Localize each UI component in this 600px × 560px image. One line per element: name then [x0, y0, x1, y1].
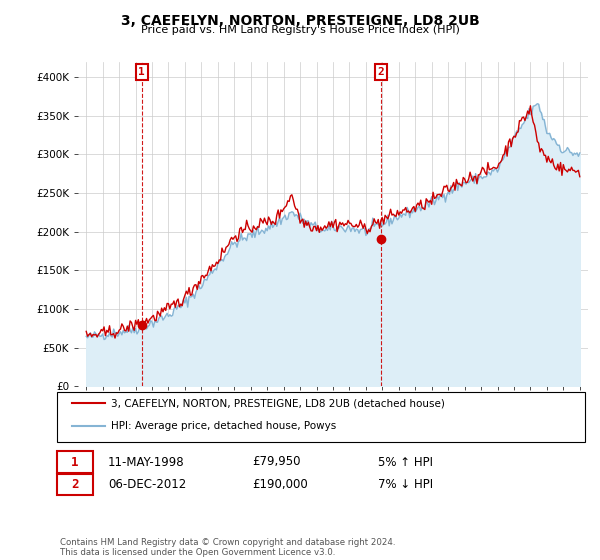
Text: £79,950: £79,950	[252, 455, 301, 469]
Text: 1: 1	[138, 67, 145, 77]
Text: 11-MAY-1998: 11-MAY-1998	[108, 455, 185, 469]
Text: 06-DEC-2012: 06-DEC-2012	[108, 478, 186, 491]
Text: Price paid vs. HM Land Registry's House Price Index (HPI): Price paid vs. HM Land Registry's House …	[140, 25, 460, 35]
Text: HPI: Average price, detached house, Powys: HPI: Average price, detached house, Powy…	[111, 421, 336, 431]
Text: 7% ↓ HPI: 7% ↓ HPI	[378, 478, 433, 491]
Text: 5% ↑ HPI: 5% ↑ HPI	[378, 455, 433, 469]
Text: 2: 2	[71, 478, 79, 491]
Text: 1: 1	[71, 455, 79, 469]
Text: Contains HM Land Registry data © Crown copyright and database right 2024.
This d: Contains HM Land Registry data © Crown c…	[60, 538, 395, 557]
Text: 3, CAEFELYN, NORTON, PRESTEIGNE, LD8 2UB (detached house): 3, CAEFELYN, NORTON, PRESTEIGNE, LD8 2UB…	[111, 398, 445, 408]
Text: 2: 2	[377, 67, 385, 77]
Text: £190,000: £190,000	[252, 478, 308, 491]
Text: 3, CAEFELYN, NORTON, PRESTEIGNE, LD8 2UB: 3, CAEFELYN, NORTON, PRESTEIGNE, LD8 2UB	[121, 14, 479, 28]
